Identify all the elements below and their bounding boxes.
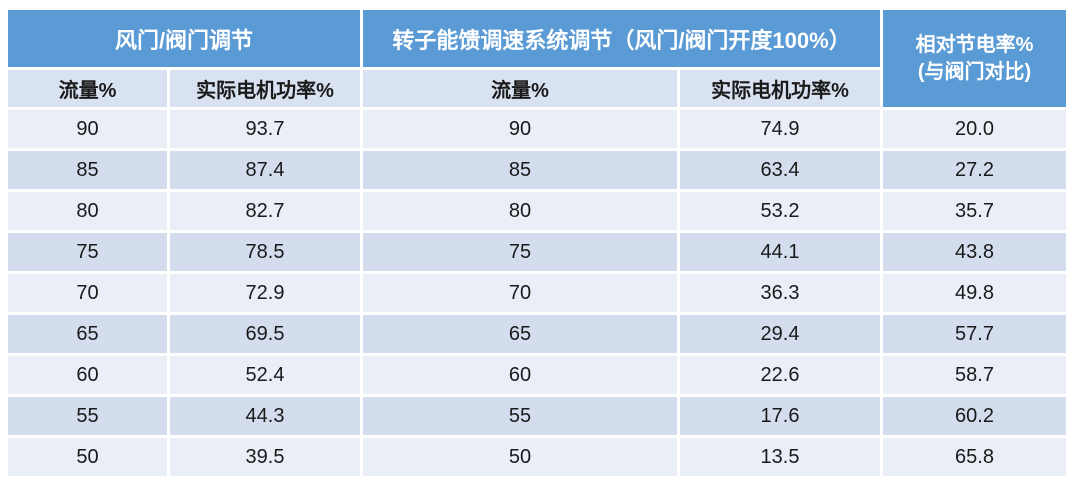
table-cell: 53.2 [680,192,881,230]
table-cell: 65 [363,315,677,353]
table-cell: 75 [8,233,167,271]
table-row: 70 72.9 70 36.3 49.8 [8,274,1067,312]
group-header-row: 风门/阀门调节 转子能馈调速系统调节（风门/阀门开度100%） 相对节电率% (… [8,10,1067,107]
table-cell: 72.9 [170,274,360,312]
table-row: 55 44.3 55 17.6 60.2 [8,397,1067,435]
col-header-power-rotor: 实际电机功率% [680,70,881,107]
table-cell: 90 [8,110,167,148]
table-cell: 22.6 [680,356,881,394]
table-cell: 63.4 [680,151,881,189]
table-cell: 55 [363,397,677,435]
table-cell: 60 [8,356,167,394]
table-cell: 82.7 [170,192,360,230]
relative-saving-line1: 相对节电率% [915,33,1034,56]
table-cell: 55 [8,397,167,435]
table-cell: 50 [8,438,167,476]
table-cell: 44.1 [680,233,881,271]
table-cell: 60.2 [883,397,1067,435]
table-cell: 13.5 [680,438,881,476]
table-cell: 93.7 [170,110,360,148]
table-cell: 78.5 [170,233,360,271]
group-header-valve-adjust: 风门/阀门调节 [8,10,360,67]
table-cell: 70 [8,274,167,312]
table-cell: 29.4 [680,315,881,353]
table-row: 50 39.5 50 13.5 65.8 [8,438,1067,476]
table-cell: 39.5 [170,438,360,476]
table-row: 60 52.4 60 22.6 58.7 [8,356,1067,394]
col-header-flow-valve: 流量% [8,70,167,107]
table-cell: 44.3 [170,397,360,435]
table-row: 65 69.5 65 29.4 57.7 [8,315,1067,353]
table-cell: 65 [8,315,167,353]
group-header-relative-saving: 相对节电率% (与阀门对比) [883,10,1067,107]
table-row: 85 87.4 85 63.4 27.2 [8,151,1067,189]
table-cell: 52.4 [170,356,360,394]
table-cell: 80 [363,192,677,230]
relative-saving-line2: (与阀门对比) [917,60,1032,83]
table-cell: 17.6 [680,397,881,435]
table-cell: 57.7 [883,315,1067,353]
table-cell: 74.9 [680,110,881,148]
col-header-flow-rotor: 流量% [363,70,677,107]
table-cell: 80 [8,192,167,230]
table-cell: 49.8 [883,274,1067,312]
col-header-power-valve: 实际电机功率% [170,70,360,107]
table-cell: 43.8 [883,233,1067,271]
table-cell: 85 [363,151,677,189]
sub-header-row: 流量% 实际电机功率% 流量% 实际电机功率% [8,70,1066,107]
table-cell: 69.5 [170,315,360,353]
power-comparison-table: 风门/阀门调节 转子能馈调速系统调节（风门/阀门开度100%） 相对节电率% (… [5,7,1069,479]
table-cell: 58.7 [883,356,1067,394]
table-cell: 65.8 [883,438,1067,476]
table-cell: 85 [8,151,167,189]
group-header-rotor-system: 转子能馈调速系统调节（风门/阀门开度100%） [363,10,881,67]
table-cell: 60 [363,356,677,394]
table-cell: 27.2 [883,151,1067,189]
table-row: 75 78.5 75 44.1 43.8 [8,233,1067,271]
table-row: 80 82.7 80 53.2 35.7 [8,192,1067,230]
table-cell: 87.4 [170,151,360,189]
table-cell: 35.7 [883,192,1067,230]
table-row: 90 93.7 90 74.9 20.0 [8,110,1067,148]
table-cell: 90 [363,110,677,148]
table-cell: 50 [363,438,677,476]
table-cell: 70 [363,274,677,312]
table-cell: 20.0 [883,110,1067,148]
table-cell: 36.3 [680,274,881,312]
table-cell: 75 [363,233,677,271]
